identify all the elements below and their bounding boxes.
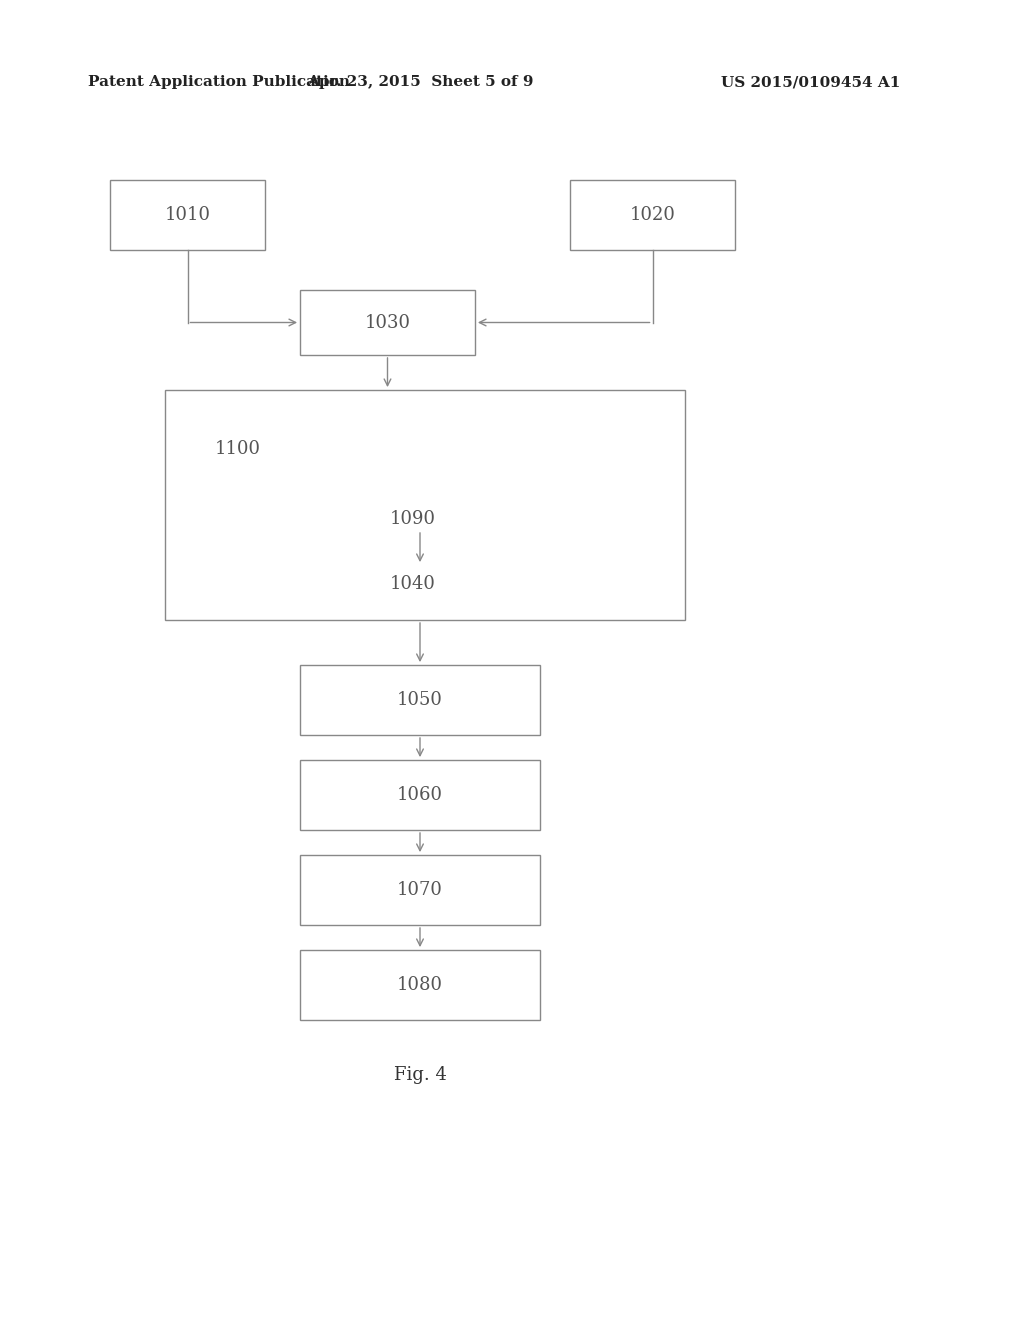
Text: 1010: 1010: [165, 206, 211, 224]
Bar: [570, 180, 735, 249]
Bar: [300, 665, 540, 735]
Text: 1100: 1100: [215, 440, 261, 458]
Text: 1080: 1080: [397, 975, 443, 994]
Text: 1040: 1040: [390, 576, 436, 593]
Bar: [300, 855, 540, 925]
Text: US 2015/0109454 A1: US 2015/0109454 A1: [721, 75, 900, 88]
Text: Fig. 4: Fig. 4: [393, 1067, 446, 1084]
Text: Apr. 23, 2015  Sheet 5 of 9: Apr. 23, 2015 Sheet 5 of 9: [307, 75, 534, 88]
Bar: [110, 180, 265, 249]
Text: 1090: 1090: [390, 510, 436, 528]
Text: 1050: 1050: [397, 690, 443, 709]
Bar: [165, 389, 685, 620]
Bar: [300, 950, 540, 1020]
Text: 1060: 1060: [397, 785, 443, 804]
Text: 1030: 1030: [365, 314, 411, 331]
Bar: [300, 760, 540, 830]
Text: Patent Application Publication: Patent Application Publication: [88, 75, 350, 88]
Bar: [300, 290, 475, 355]
Text: 1020: 1020: [630, 206, 676, 224]
Text: 1070: 1070: [397, 880, 443, 899]
